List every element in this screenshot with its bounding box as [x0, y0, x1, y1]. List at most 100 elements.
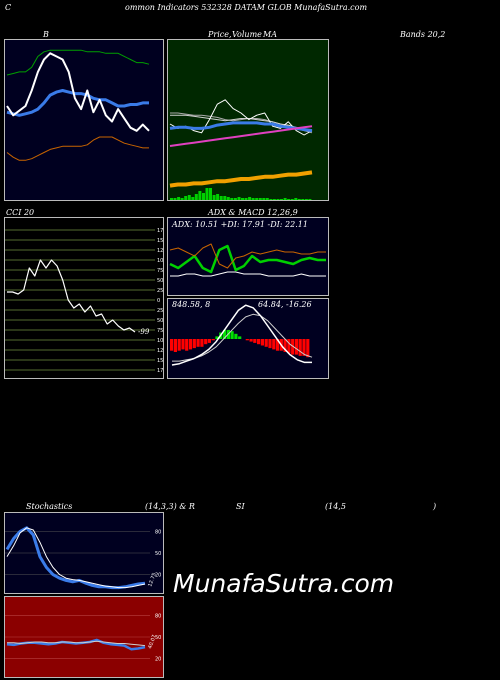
volume-bar — [265, 198, 269, 200]
macd-hist-bar — [188, 339, 193, 350]
macd-hist-bar — [298, 339, 302, 356]
volume-bar — [290, 199, 294, 200]
cci-level-label: 100 — [157, 258, 163, 264]
ma-title: MA — [263, 30, 277, 39]
volume-bar — [248, 197, 252, 200]
macd-right-values: 64.84, -16.26 — [258, 300, 312, 309]
macd-left-values: 848.58, 8 — [172, 300, 211, 309]
macd-hist-bar — [283, 339, 287, 352]
volume-bar — [304, 199, 308, 200]
macd-hist-bar — [177, 339, 181, 351]
macd-hist-bar — [181, 339, 185, 350]
volume-bar — [272, 199, 276, 200]
bollinger-title: B — [43, 30, 49, 39]
bands-title: Bands 20,2 — [400, 30, 446, 39]
rsi-chart: 80 50 20 40.07 — [5, 613, 161, 663]
volume-bar — [212, 195, 216, 200]
volume-bar — [216, 194, 220, 200]
macd-hist-bar — [223, 329, 227, 339]
rsi-rsi-line — [6, 638, 146, 651]
cci-level-label: 25 — [157, 308, 163, 314]
cci-level-label: 75 — [157, 268, 163, 274]
cci-level-label: 150 — [157, 358, 163, 364]
cci-level-label: 150 — [157, 238, 163, 244]
header-title: ommon Indicators 532328 DATAM GLOB Munaf… — [125, 3, 368, 12]
macd-hist-bar — [170, 339, 174, 351]
volume-bar — [301, 199, 305, 200]
macd-hist-bar — [291, 339, 295, 355]
cci-level-label: 100 — [157, 338, 163, 344]
watermark: MunafaSutra.com — [173, 569, 395, 598]
macd-hist-bar — [185, 339, 189, 351]
volume-bar — [226, 197, 230, 200]
stoch-d-line — [6, 527, 146, 589]
macd-hist-bar — [272, 339, 276, 350]
volume-bar — [258, 198, 262, 200]
macd-hist-bar — [287, 339, 291, 354]
volume-bar — [184, 196, 188, 200]
cci-level-label: 75 — [157, 328, 163, 334]
volume-bar — [283, 198, 287, 200]
volume-bar — [297, 199, 301, 200]
volume-bar — [308, 199, 312, 200]
volume-bar — [205, 188, 209, 200]
cci-level-label: 50 — [157, 278, 163, 284]
macd-hist-bar — [260, 339, 264, 346]
macd-hist-bar — [245, 339, 249, 341]
rsi-last-label: 40.07 — [147, 634, 158, 650]
price-ma2-line — [170, 114, 313, 133]
price-ma_slow-line — [169, 125, 313, 147]
bollinger-chart — [6, 49, 150, 161]
cci-line — [7, 259, 136, 333]
stoch-level-label: 50 — [155, 551, 161, 557]
bollinger-middle-line — [6, 89, 149, 117]
rsi-params: (14,5 — [325, 502, 346, 511]
rsi-level-label: 20 — [155, 657, 161, 663]
macd-hist-bar — [204, 339, 208, 345]
macd-hist-bar — [196, 339, 200, 347]
macd-hist-bar — [306, 339, 310, 358]
price-ma_long-line — [169, 170, 313, 188]
price-chart — [169, 99, 313, 200]
price-title: Price, — [208, 30, 232, 39]
volume-bar — [219, 196, 223, 200]
rsi-title: SI — [236, 502, 245, 511]
volume-bar — [233, 198, 237, 200]
volume-bar — [180, 198, 184, 200]
volume-bar — [173, 198, 177, 200]
volume-bar — [202, 193, 205, 200]
cci-title: CCI 20 — [6, 208, 35, 217]
macd-signal-line — [172, 313, 313, 362]
macd-hist-bar — [215, 336, 219, 339]
rsi-params-close: ) — [433, 502, 437, 511]
macd-hist-bar — [238, 336, 242, 339]
rsi-ma-line — [7, 640, 146, 647]
macd-hist-bar — [173, 339, 177, 352]
price-price-line — [169, 99, 313, 136]
volume-bar — [177, 197, 181, 200]
macd-line — [171, 304, 312, 366]
volume-bar — [230, 198, 234, 200]
rsi-panel: 80 50 20 40.07 — [4, 596, 164, 678]
adx-minus_di-line — [169, 243, 326, 269]
header-left: C — [5, 3, 12, 12]
macd-hist-bar — [294, 339, 299, 355]
cci-level-label: 175 — [157, 228, 163, 234]
macd-hist-bar — [207, 339, 211, 343]
bollinger-upper-line — [6, 49, 150, 76]
volume-bar — [191, 197, 195, 200]
price-ma_fast-line — [169, 121, 313, 133]
macd-hist-bar — [257, 339, 261, 345]
volume-bar — [187, 195, 191, 200]
stoch-params: (14,3,3) & R — [145, 502, 195, 511]
adx-adx-line — [170, 271, 326, 277]
cci-level-label: 50 — [157, 318, 163, 324]
volume-bar — [223, 196, 227, 200]
volume-bar — [294, 198, 298, 200]
volume-title: Volume — [232, 30, 262, 39]
macd-hist-bar — [192, 339, 196, 349]
stoch-level-label: 80 — [155, 529, 161, 535]
stoch-title: Stochastics — [26, 502, 73, 511]
volume-bar — [198, 191, 202, 200]
